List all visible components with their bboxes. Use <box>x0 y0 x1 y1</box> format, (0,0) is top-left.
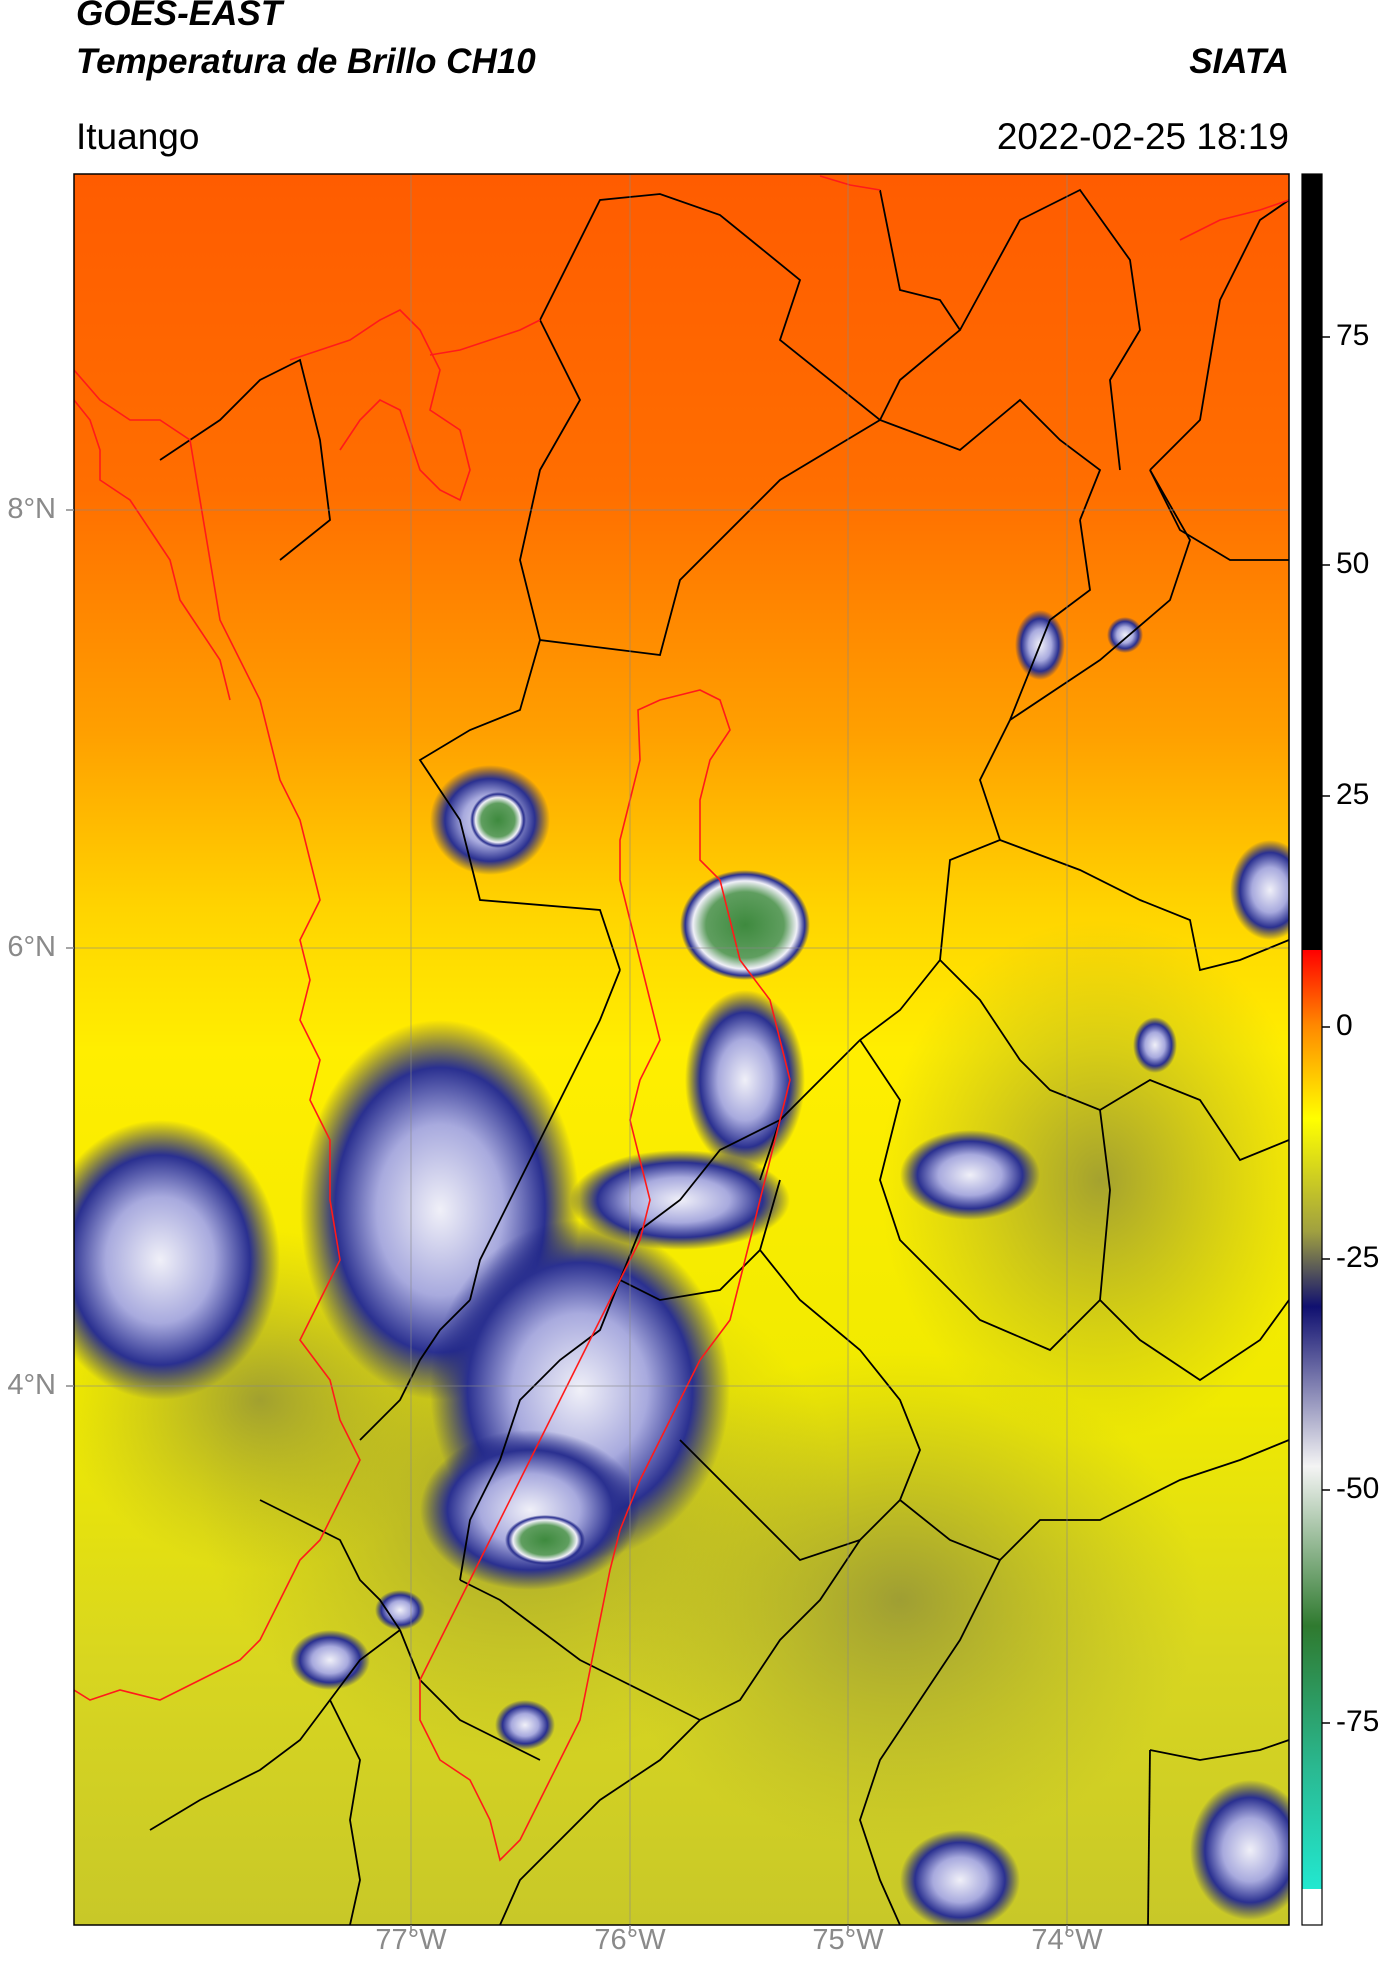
colorbar-tick-50: 50 <box>1336 547 1370 580</box>
lon-label-76w: 76°W <box>594 1924 666 1956</box>
cloud-cluster <box>900 1830 1020 1925</box>
cloud-cluster <box>375 1590 425 1630</box>
datetime-label: 2022-02-25 18:19 <box>996 116 1289 157</box>
cloud-cluster <box>685 990 805 1170</box>
lat-label-4n: 4°N <box>7 1369 56 1401</box>
map-frame <box>73 173 1290 1926</box>
graticule <box>74 174 1289 1925</box>
colorbar-gradient <box>1302 950 1322 1889</box>
colorbar-tick-25: 25 <box>1336 778 1370 811</box>
axis-ticks <box>66 509 1068 1933</box>
lat-label-6n: 6°N <box>7 931 56 963</box>
cloud-cluster <box>1133 1017 1177 1073</box>
colorbar-tick-minus75: -75 <box>1336 1705 1380 1738</box>
lon-label-75w: 75°W <box>812 1924 884 1956</box>
colorbar-tick-minus25: -25 <box>1336 1241 1380 1274</box>
lon-label-74w: 74°W <box>1031 1924 1103 1956</box>
satellite-title: GOES-EAST <box>76 0 283 33</box>
haze-patch <box>600 1350 1200 1850</box>
cloud-cluster <box>1230 840 1289 940</box>
colorbar-frame <box>1301 173 1323 1926</box>
colorbar-tick-minus50: -50 <box>1336 1472 1380 1505</box>
convective-core <box>505 1515 585 1565</box>
cloud-cluster <box>495 1700 555 1750</box>
organization-label: SIATA <box>1189 42 1289 81</box>
colorbar-tick-0: 0 <box>1336 1009 1353 1042</box>
colorbar-white-segment <box>1302 1889 1322 1925</box>
convective-core <box>680 870 810 980</box>
lon-label-77w: 77°W <box>375 1924 447 1956</box>
colorbar-black-segment <box>1302 174 1322 950</box>
cloud-cluster <box>74 1120 280 1400</box>
cloud-cluster <box>900 1130 1040 1220</box>
colorbar <box>1301 173 1330 1926</box>
department-boundaries <box>149 188 1289 1925</box>
cloud-cluster <box>290 1630 370 1690</box>
coastline-and-basin <box>74 175 1289 1862</box>
haze-patch <box>880 920 1289 1440</box>
cloud-cluster <box>1190 1780 1289 1920</box>
convective-core <box>470 792 526 848</box>
cloud-cluster <box>1107 617 1143 653</box>
cloud-cluster <box>420 1430 640 1590</box>
colorbar-tick-75: 75 <box>1336 319 1370 352</box>
product-title: Temperatura de Brillo CH10 <box>76 42 536 81</box>
region-label: Ituango <box>76 116 200 157</box>
lat-label-8n: 8°N <box>7 493 56 525</box>
